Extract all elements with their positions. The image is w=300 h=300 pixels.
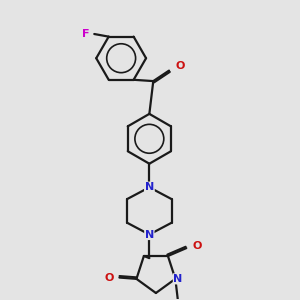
Text: N: N (173, 274, 183, 284)
Text: O: O (176, 61, 185, 71)
Text: N: N (145, 182, 154, 192)
Text: F: F (82, 29, 89, 39)
Text: O: O (192, 242, 202, 251)
Text: N: N (145, 182, 154, 192)
Text: O: O (104, 273, 114, 283)
Text: N: N (145, 230, 154, 239)
